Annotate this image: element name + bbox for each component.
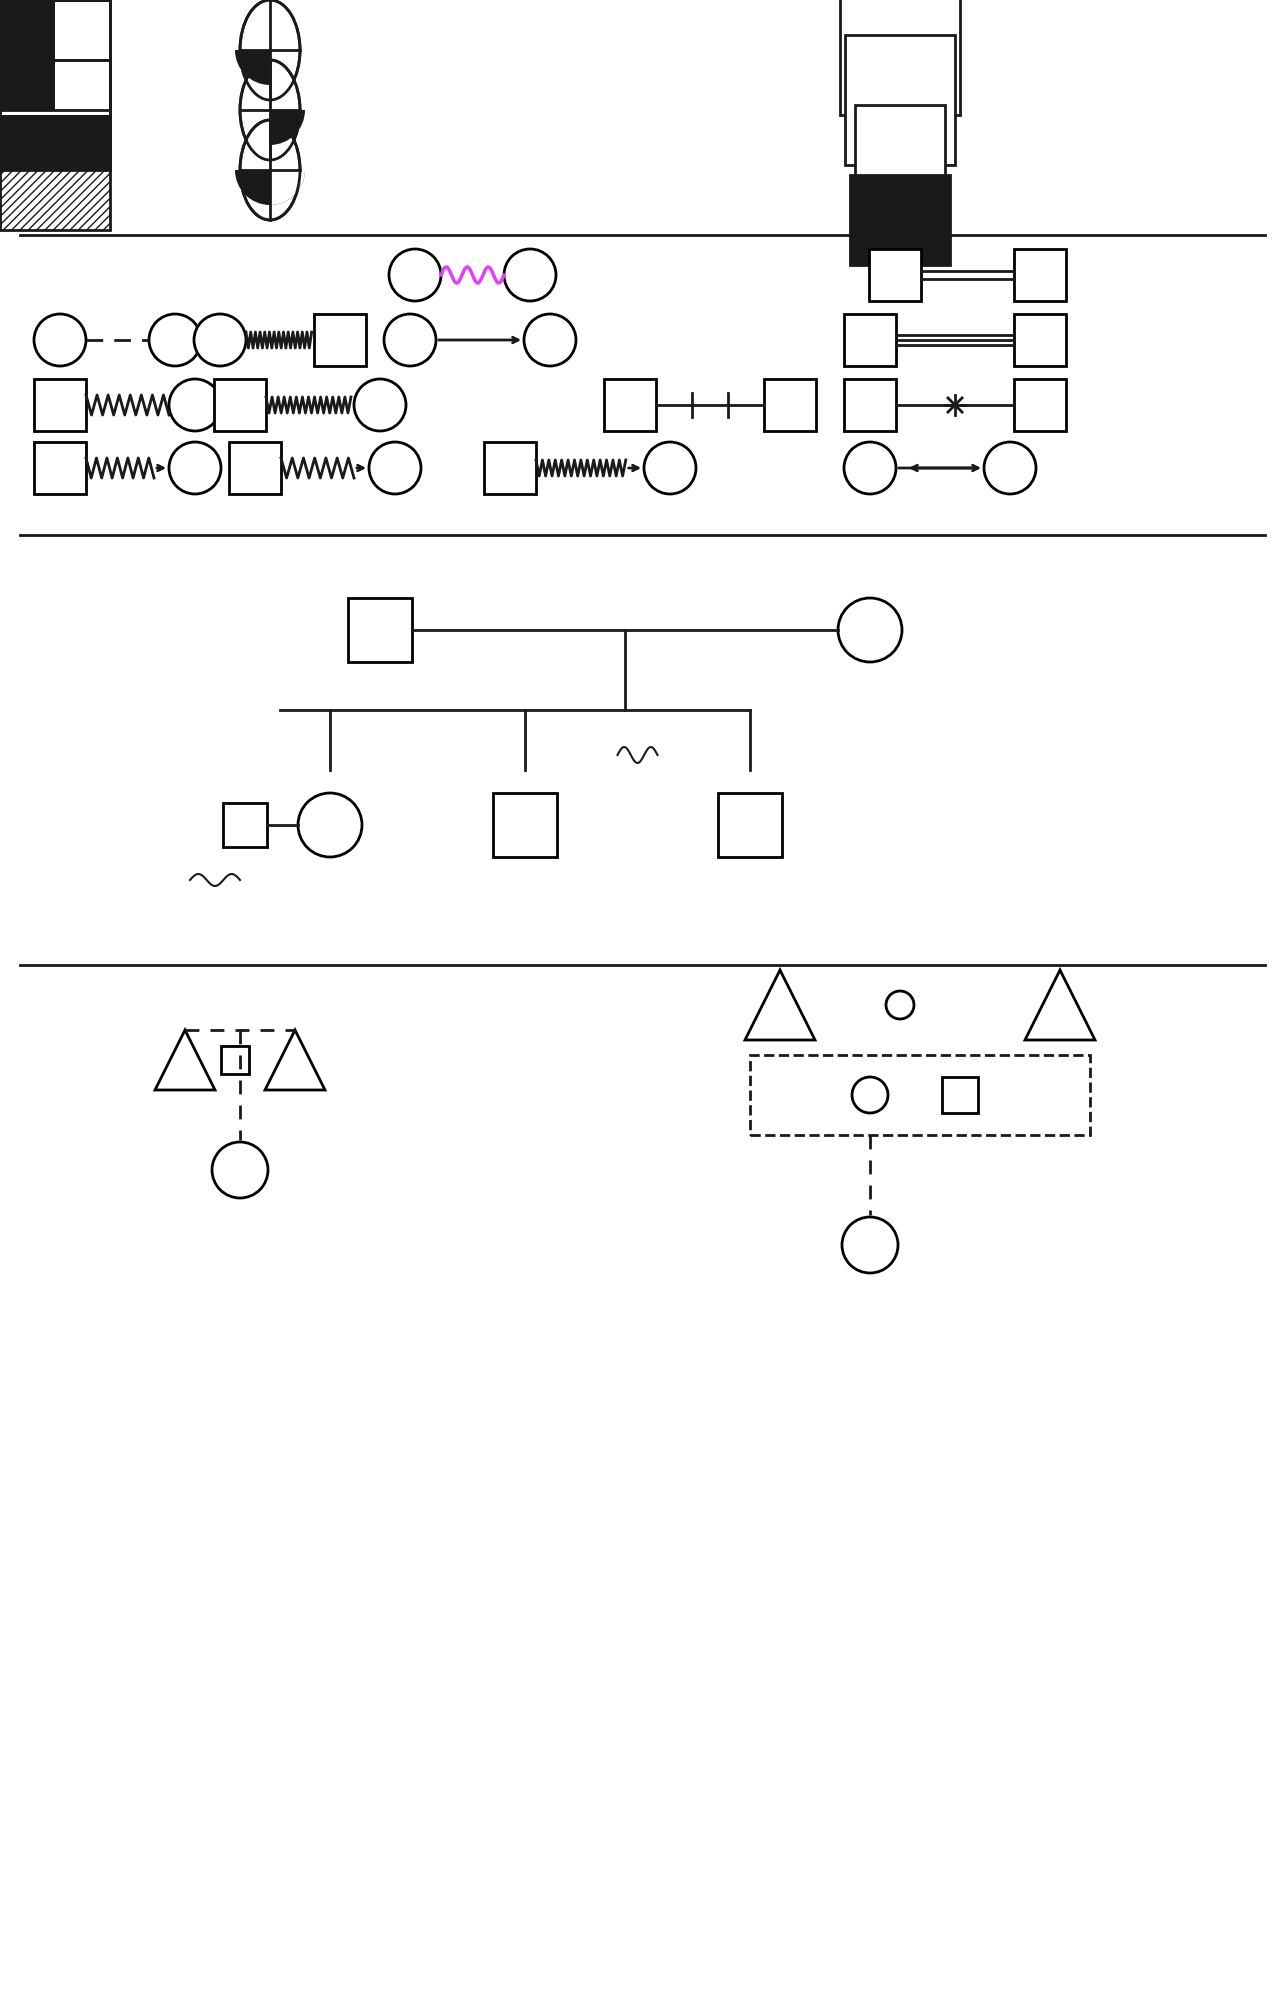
Bar [484,443,536,495]
Bar [765,379,816,431]
Bar [224,803,267,847]
Circle shape [298,793,362,857]
Bar [0,0,111,110]
Circle shape [353,379,406,431]
Circle shape [33,314,86,367]
Circle shape [170,443,221,495]
Bar [215,379,266,431]
Polygon shape [155,1030,215,1090]
Bar [0,0,111,110]
Circle shape [524,314,576,367]
Bar [849,174,950,264]
Bar [840,0,960,114]
Bar [33,379,86,431]
Bar [314,314,366,367]
Bar [1014,379,1067,431]
Circle shape [644,443,696,495]
Polygon shape [1025,969,1095,1040]
Circle shape [838,599,902,663]
Bar [855,104,944,214]
Bar [718,793,783,857]
Bar [0,60,111,170]
Bar [844,379,896,431]
Bar [221,1046,249,1074]
Bar [846,34,955,164]
Circle shape [194,314,245,367]
Circle shape [885,991,914,1020]
Bar [604,379,657,431]
Bar [0,0,55,110]
Ellipse shape [240,0,299,100]
Wedge shape [270,170,305,204]
Bar [0,120,111,230]
Bar [33,443,86,495]
Bar [1014,248,1067,300]
Circle shape [844,443,896,495]
Circle shape [842,1218,898,1274]
Circle shape [984,443,1036,495]
Circle shape [389,248,441,300]
Circle shape [384,314,436,367]
Ellipse shape [240,120,299,220]
Wedge shape [235,50,270,84]
Bar [750,1056,1090,1136]
Bar [0,60,111,170]
Bar [869,248,921,300]
Bar [229,443,281,495]
Circle shape [212,1142,269,1198]
Circle shape [852,1078,888,1114]
Circle shape [369,443,421,495]
Bar [348,599,412,663]
Wedge shape [270,110,305,144]
Bar [942,1078,978,1114]
Ellipse shape [240,60,299,160]
Polygon shape [265,1030,325,1090]
Polygon shape [745,969,815,1040]
Circle shape [170,379,221,431]
Circle shape [149,314,200,367]
Bar [493,793,556,857]
Bar [0,114,111,170]
Bar [844,314,896,367]
Wedge shape [235,170,305,204]
Bar [0,120,111,230]
Circle shape [504,248,556,300]
Bar [1014,314,1067,367]
